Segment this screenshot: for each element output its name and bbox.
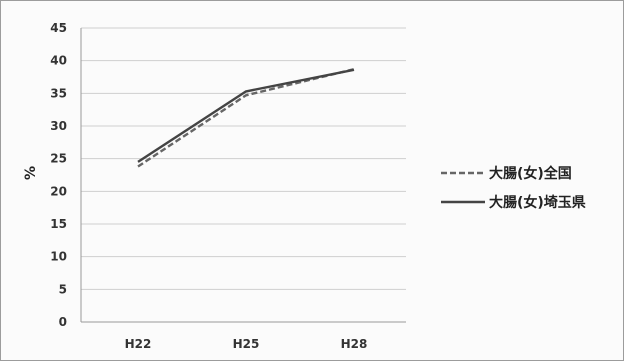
y-tick-label: 25 xyxy=(50,152,67,166)
x-tick-label: H22 xyxy=(125,337,152,351)
x-tick-label: H28 xyxy=(341,337,368,351)
y-tick-label: 15 xyxy=(50,217,67,231)
legend-label-1: 大腸(女)埼玉県 xyxy=(489,194,586,211)
series-line-0 xyxy=(137,68,355,168)
series-lines xyxy=(137,68,355,168)
gridlines xyxy=(81,27,406,290)
y-tick-label: 30 xyxy=(50,119,67,133)
y-tick-label: 20 xyxy=(50,184,67,198)
x-tick-label: H25 xyxy=(233,337,260,351)
y-tick-label: 45 xyxy=(50,21,67,35)
y-tick-label: 5 xyxy=(59,282,67,296)
series-line-1 xyxy=(137,68,355,163)
y-tick-label: 0 xyxy=(59,315,67,329)
y-axis-label: % xyxy=(23,166,39,180)
axes xyxy=(80,28,406,323)
x-tick-labels: H22 H25 H28 xyxy=(125,337,368,351)
y-tick-label: 10 xyxy=(50,250,67,264)
y-tick-labels: 0 5 10 15 20 25 30 35 40 45 xyxy=(50,21,67,329)
y-tick-label: 35 xyxy=(50,86,67,100)
legend-label-0: 大腸(女)全国 xyxy=(489,165,572,182)
y-tick-label: 40 xyxy=(50,54,67,68)
